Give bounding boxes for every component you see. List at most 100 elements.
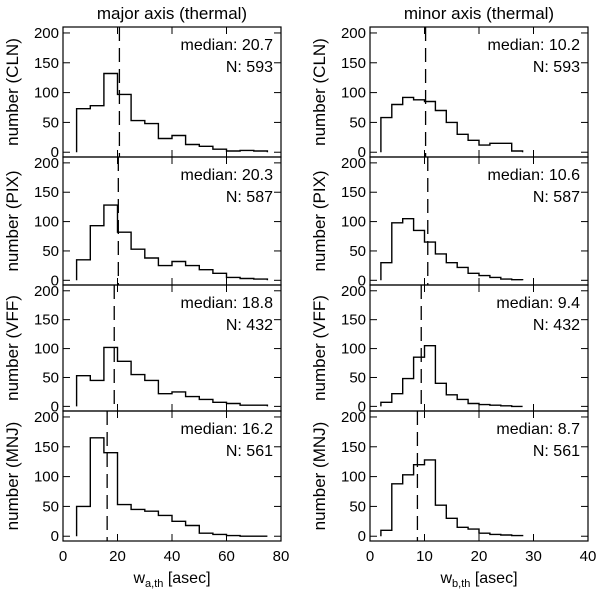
median-annotation: median: 9.4 [496,295,580,312]
y-tick-label: 50 [42,114,59,131]
y-tick-label: 0 [51,528,59,545]
y-axis-label: number (MNJ) [3,422,22,531]
y-tick-label: 150 [341,312,366,329]
histogram-bar [172,392,186,406]
histogram-bar [118,505,132,537]
y-tick-label: 0 [358,272,366,289]
histogram-outline [380,218,524,281]
histogram-bar [414,465,425,537]
histogram-bar [90,380,104,406]
histogram-bar [186,397,200,407]
histogram-bar [435,110,446,152]
histogram-bar [104,347,118,406]
count-annotation: N: 561 [533,443,580,460]
panel-mnj: 0 50 100 150 200 number (MNJ) median: 8.7 N: 56… [310,409,589,545]
histogram-bar [446,395,457,407]
histogram-bar [199,146,213,152]
x-tick-label: 0 [59,548,67,565]
histogram-outline [380,459,524,537]
histogram-bar [414,357,425,406]
histogram-bar [77,260,91,281]
histogram-bar [131,121,145,153]
histogram-bar [199,399,213,406]
histogram-bar [435,505,446,536]
y-tick-label: 150 [34,55,59,72]
histogram-bar [213,273,227,280]
x-axis-label: wa,th [asec] [132,570,210,590]
y-tick-label: 0 [51,272,59,289]
histogram-bar [381,263,392,281]
histogram-outline [380,96,524,153]
histogram-bar [118,361,132,406]
column-title: minor axis (thermal) [404,4,554,23]
count-annotation: N: 587 [533,189,580,206]
histogram-bar [77,506,91,536]
y-tick-label: 200 [341,409,366,426]
histogram-bar [457,527,468,536]
histogram-bar [145,511,159,536]
histogram-bar [479,145,490,152]
histogram-bar [479,276,490,281]
y-tick-label: 50 [349,369,366,386]
y-tick-label: 150 [341,184,366,201]
median-annotation: median: 10.6 [487,167,580,184]
panel-pix: 0 50 100 150 200 number (PIX) median: 20.3 N: 5… [3,155,282,289]
count-annotation: N: 432 [533,317,580,334]
y-axis-label: number (PIX) [3,170,22,271]
column-title: major axis (thermal) [97,4,247,23]
y-tick-label: 50 [42,243,59,260]
histogram-bar [446,518,457,536]
count-annotation: N: 587 [226,189,273,206]
panel-vff: 0 50 100 150 200 number (VFF) median: 9.4 N: 43… [310,283,589,415]
x-tick-label: 40 [580,548,597,565]
histogram-bar [158,139,172,153]
histogram-bar [104,453,118,536]
y-tick-label: 150 [34,184,59,201]
histogram-bar [172,262,186,281]
histogram-outline [75,204,269,281]
histogram-bar [425,242,436,280]
histogram-bar [118,232,132,280]
y-tick-label: 0 [51,398,59,415]
panel-vff: 0 50 100 150 200 number (VFF) median: 18.8 N: 4… [3,283,282,415]
histogram-bar [403,379,414,407]
histogram-bar [199,270,213,281]
y-tick-label: 0 [51,144,59,161]
histogram-bar [145,124,159,153]
histogram-bar [425,460,436,536]
y-axis-label: number (VFF) [3,295,22,401]
y-tick-label: 100 [34,469,59,486]
histogram-bar [435,383,446,406]
median-annotation: median: 20.7 [180,37,273,54]
histogram-bar [501,143,512,152]
histogram-bar [414,100,425,152]
histogram-bar [381,118,392,153]
histogram-bar [90,106,104,153]
panel-mnj: 0 50 100 150 200 number (MNJ) median: 16.2 N: 5… [3,409,282,545]
histogram-bar [457,267,468,280]
y-tick-label: 200 [34,409,59,426]
panel-pix: 0 50 100 150 200 number (PIX) median: 10.6 N: 5… [310,155,589,289]
y-axis-label: number (MNJ) [310,422,329,531]
y-tick-label: 0 [358,528,366,545]
histogram-bar [468,529,479,536]
histogram-bar [414,230,425,280]
histogram-bar [468,140,479,152]
y-tick-label: 100 [34,214,59,231]
y-tick-label: 50 [349,243,366,260]
histogram-bar [131,375,145,407]
y-tick-label: 100 [341,341,366,358]
y-tick-label: 200 [341,283,366,300]
count-annotation: N: 593 [226,59,273,76]
y-tick-label: 150 [341,439,366,456]
histogram-bar [158,266,172,281]
histogram-bar [490,143,501,152]
y-tick-label: 100 [341,85,366,102]
x-tick-label: 30 [525,548,542,565]
histogram-bar [158,394,172,407]
y-tick-label: 0 [358,144,366,161]
histogram-bar [392,105,403,153]
count-annotation: N: 593 [533,59,580,76]
histogram-bar [435,254,446,280]
median-annotation: median: 8.7 [496,421,580,438]
